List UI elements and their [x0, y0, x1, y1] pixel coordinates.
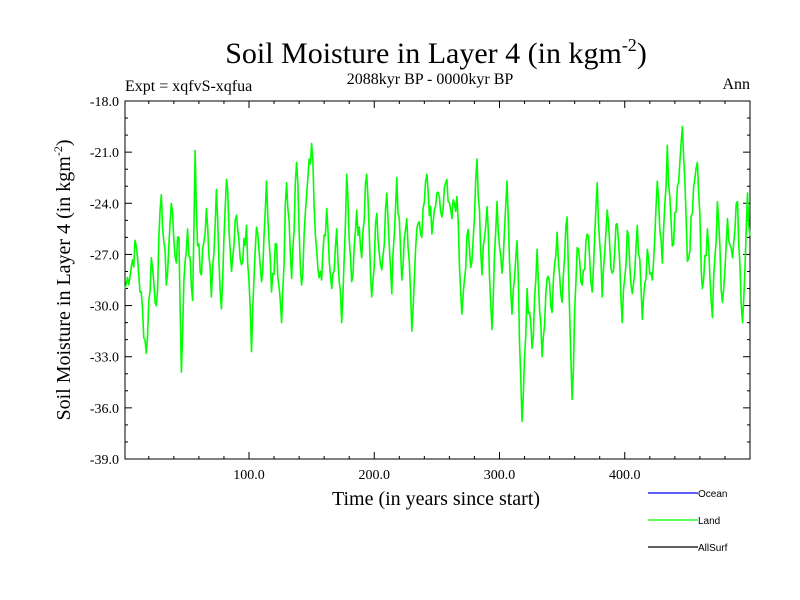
y-tick-label: -21.0 [90, 146, 119, 161]
y-tick-label: -27.0 [90, 248, 119, 263]
x-axis: 100.0 200.0 300.0 400.0 [148, 101, 726, 483]
y-axis-label-suffix: ) [53, 139, 75, 146]
x-tick-label: 100.0 [233, 468, 265, 483]
y-axis-label-superscript: -2 [51, 146, 65, 156]
subtitle-center: 2088kyr BP - 0000kyr BP [347, 71, 514, 88]
chart-title-superscript: -2 [622, 35, 637, 55]
legend-label-allsurf: AllSurf [698, 543, 728, 554]
y-axis-label-text: Soil Moisture in Layer 4 (in kgm [53, 156, 75, 421]
legend: Ocean Land AllSurf [648, 489, 728, 554]
legend-label-land: Land [698, 516, 720, 527]
chart-title-text: Soil Moisture in Layer 4 (in kgm [225, 37, 622, 70]
y-tick-label: -18.0 [90, 95, 119, 110]
subtitle-left: Expt = xqfvS-xqfua [125, 78, 252, 95]
subtitle-right: Ann [722, 76, 750, 93]
y-tick-label: -30.0 [90, 300, 119, 315]
y-tick-label: -24.0 [90, 197, 119, 212]
x-tick-label: 300.0 [484, 468, 516, 483]
series-layer [124, 125, 751, 423]
x-tick-label: 200.0 [358, 468, 390, 483]
x-axis-label: Time (in years since start) [332, 488, 540, 510]
chart-title: Soil Moisture in Layer 4 (in kgm-2) [225, 35, 647, 70]
y-axis-label: Soil Moisture in Layer 4 (in kgm-2) [51, 139, 75, 420]
series-line-land [124, 125, 751, 423]
legend-label-ocean: Ocean [698, 489, 727, 500]
chart-title-suffix: ) [637, 37, 647, 70]
x-tick-label: 400.0 [609, 468, 641, 483]
y-tick-label: -39.0 [90, 453, 119, 468]
plot-frame [124, 100, 751, 460]
y-tick-label: -36.0 [90, 402, 119, 417]
y-axis: -18.0 -21.0 -24.0 -27.0 -30.0 -33.0 -36.0 -39.0 [90, 95, 750, 468]
y-tick-label: -33.0 [90, 351, 119, 366]
